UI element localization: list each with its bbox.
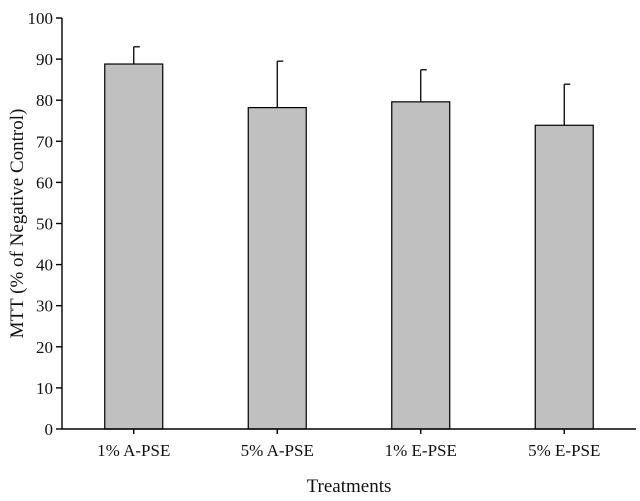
y-tick-label: 90 [36, 50, 53, 69]
y-tick-label: 40 [36, 256, 53, 275]
error-bars [133, 46, 571, 126]
x-tick-label: 5% E-PSE [528, 441, 600, 460]
y-tick-label: 20 [36, 338, 53, 357]
y-tick-label: 60 [36, 173, 53, 192]
y-tick-label: 100 [28, 9, 54, 28]
y-tick-label: 30 [36, 297, 53, 316]
bar [104, 63, 164, 430]
x-tick-label: 5% A-PSE [241, 441, 314, 460]
y-tick-label: 50 [36, 215, 53, 234]
y-tick-label: 0 [45, 420, 54, 439]
bar [391, 101, 451, 430]
x-tick-label: 1% A-PSE [97, 441, 170, 460]
bars [104, 63, 594, 430]
y-tick-label: 80 [36, 91, 53, 110]
y-axis-title: MTT (% of Negative Control) [7, 109, 28, 339]
y-tick-label: 10 [36, 379, 53, 398]
x-tick-label: 1% E-PSE [385, 441, 457, 460]
x-axis-tick-labels: 1% A-PSE 5% A-PSE 1% E-PSE 5% E-PSE [97, 429, 600, 460]
y-tick-label: 70 [36, 132, 53, 151]
y-axis-ticks: 0 10 20 30 40 50 60 70 80 90 100 [28, 9, 62, 439]
bar [534, 124, 594, 430]
x-axis-title: Treatments [307, 476, 392, 497]
bar [247, 106, 307, 430]
